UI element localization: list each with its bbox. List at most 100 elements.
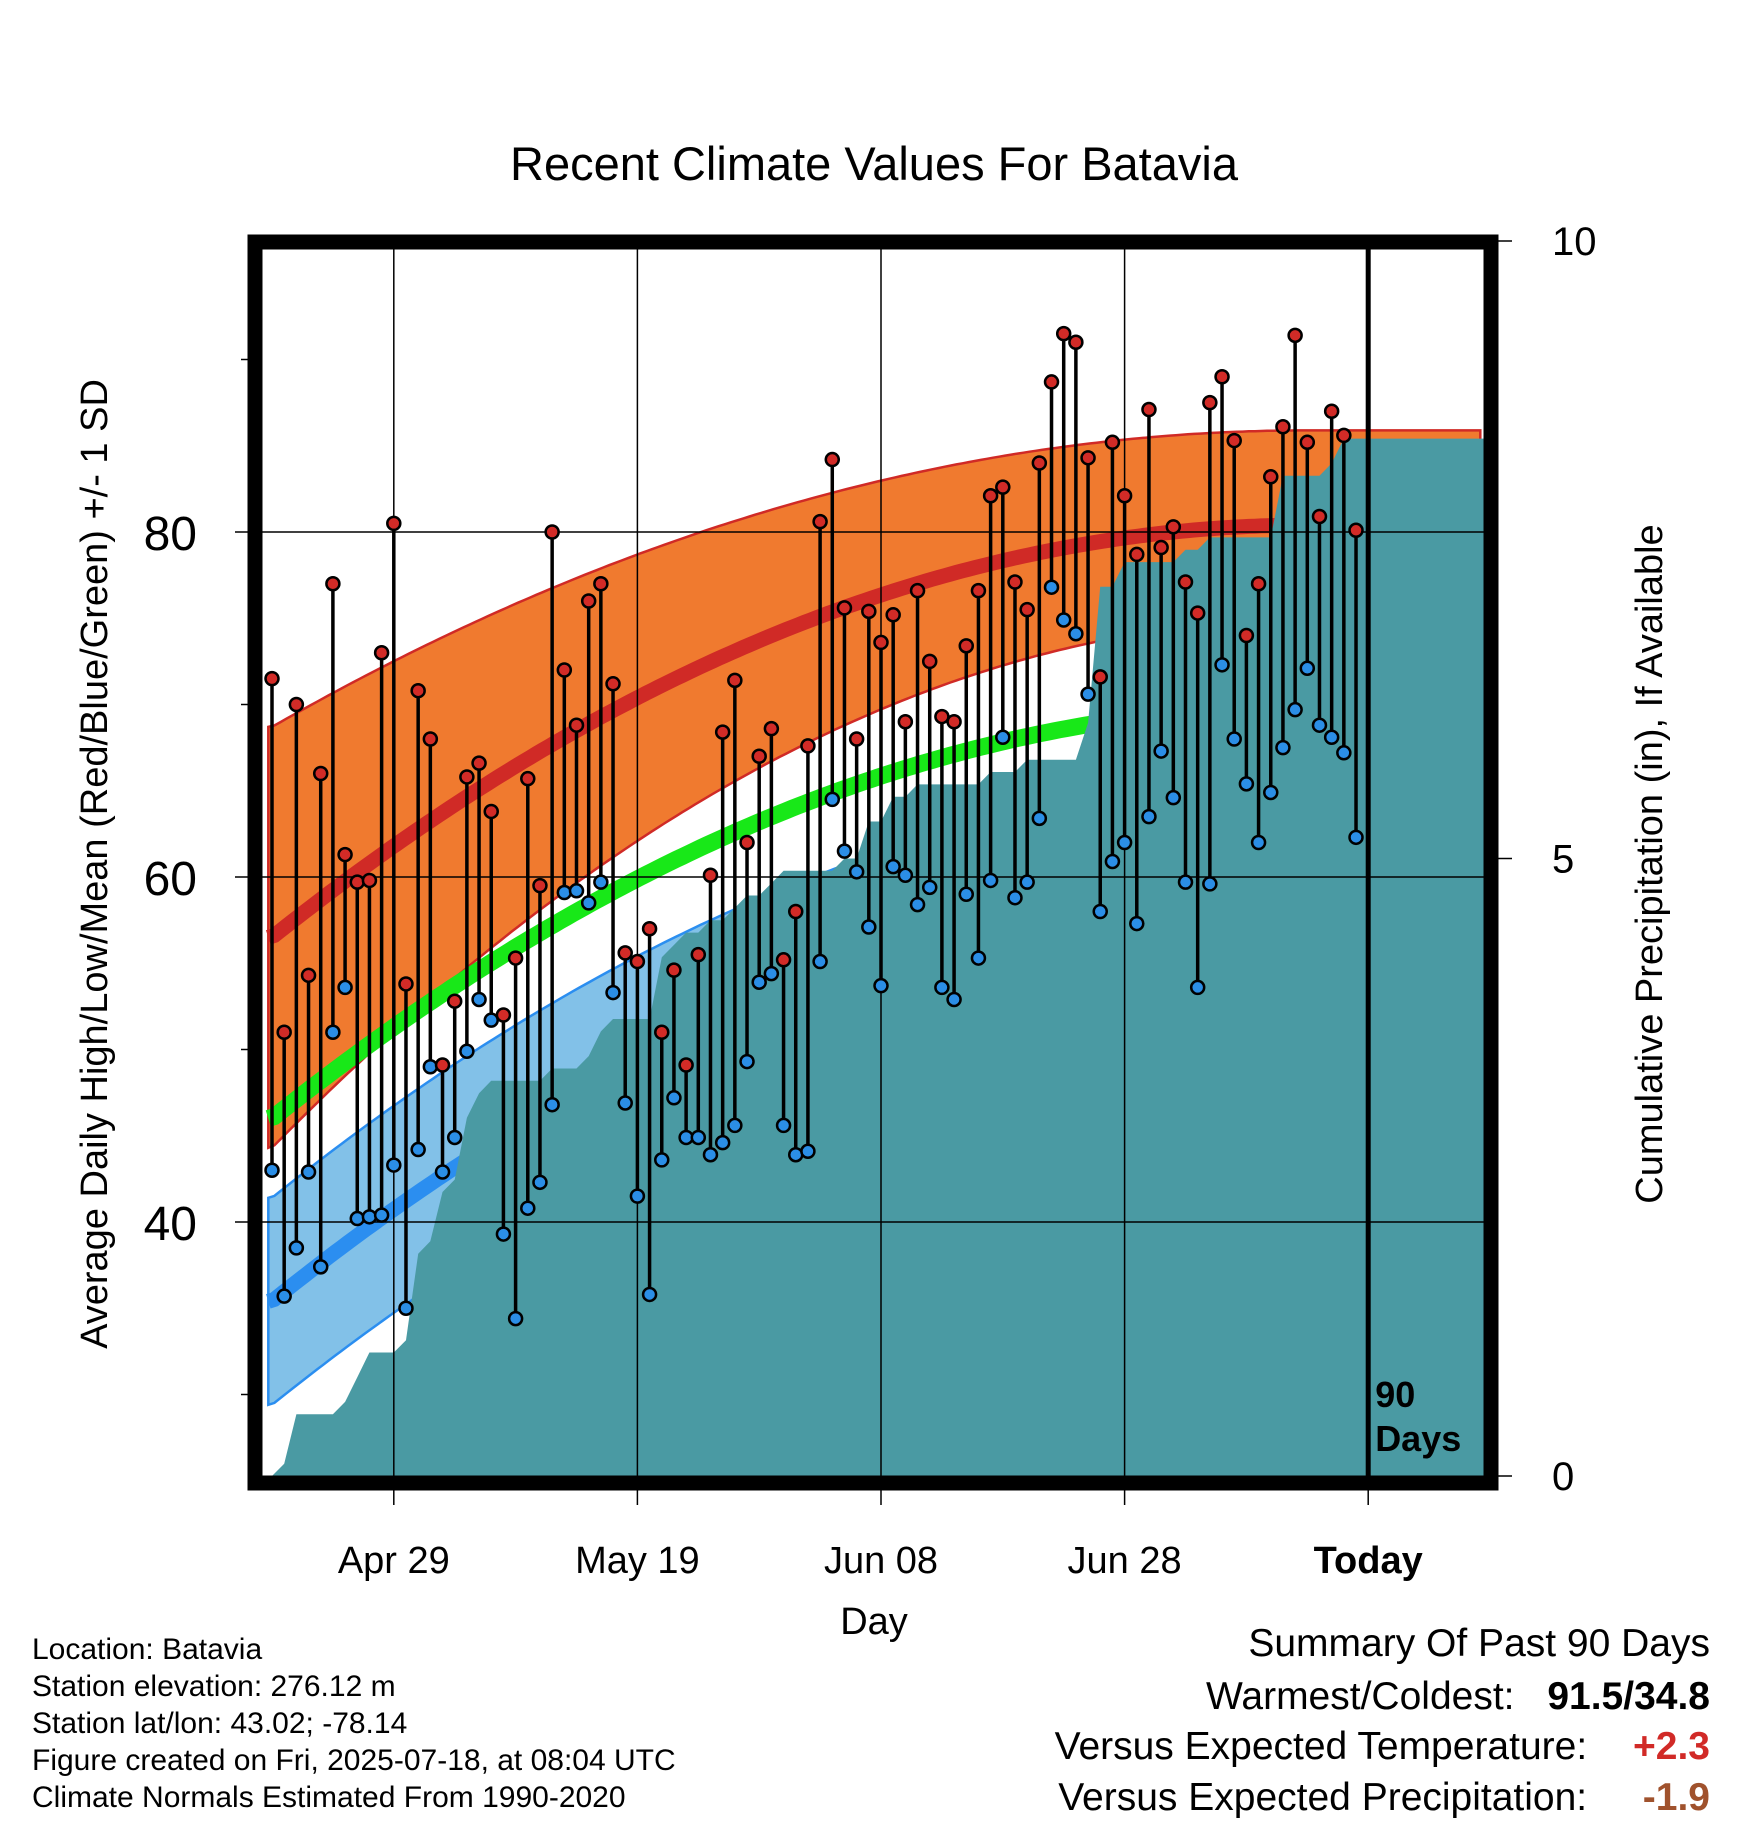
daily-low-point bbox=[1104, 853, 1121, 870]
daily-high-point bbox=[1202, 394, 1218, 411]
warm-cold-value: 91.5/34.8 bbox=[1547, 1675, 1710, 1718]
daily-low-point bbox=[1287, 701, 1303, 718]
summary-precipitation: Versus Expected Precipitation: -1.9 bbox=[1058, 1776, 1710, 1820]
daily-high-point bbox=[751, 748, 767, 764]
daily-high-point bbox=[1068, 334, 1084, 350]
daily-high-point bbox=[325, 576, 341, 592]
daily-low-point bbox=[1019, 874, 1035, 890]
temp-value: +2.3 bbox=[1633, 1725, 1710, 1768]
daily-high-point bbox=[410, 682, 426, 699]
daily-high-point bbox=[1116, 488, 1133, 504]
daily-high-point bbox=[775, 952, 792, 968]
daily-low-point bbox=[617, 1095, 633, 1111]
today-label-days: Days bbox=[1375, 1418, 1461, 1459]
daily-high-point bbox=[544, 524, 560, 540]
daily-low-point bbox=[1068, 626, 1084, 642]
daily-low-point bbox=[264, 1162, 280, 1178]
daily-high-point bbox=[276, 1024, 292, 1040]
daily-low-point bbox=[580, 895, 597, 911]
daily-high-point bbox=[836, 600, 853, 616]
daily-low-point bbox=[641, 1286, 658, 1303]
daily-high-point bbox=[787, 903, 804, 920]
daily-low-point bbox=[909, 896, 926, 913]
daily-high-point bbox=[824, 451, 841, 468]
daily-low-point bbox=[1092, 903, 1108, 920]
daily-low-point bbox=[1323, 729, 1340, 746]
x-tick-label: Apr 29 bbox=[338, 1540, 450, 1582]
daily-low-point bbox=[848, 864, 865, 880]
today-label-90: 90 bbox=[1375, 1374, 1415, 1415]
daily-low-point bbox=[1165, 789, 1182, 806]
daily-low-point bbox=[593, 874, 609, 890]
daily-low-point bbox=[885, 858, 901, 875]
x-tick-label: Today bbox=[1314, 1540, 1423, 1582]
daily-low-point bbox=[1275, 739, 1291, 756]
daily-high-point bbox=[946, 714, 962, 730]
daily-low-point bbox=[751, 974, 767, 990]
daily-low-point bbox=[398, 1300, 414, 1316]
daily-low-point bbox=[1238, 776, 1255, 792]
daily-low-point bbox=[702, 1146, 719, 1163]
daily-high-point bbox=[690, 946, 707, 963]
latlon-text: Station lat/lon: 43.02; -78.14 bbox=[32, 1707, 408, 1740]
daily-high-point bbox=[1104, 434, 1121, 451]
daily-high-point bbox=[507, 950, 524, 966]
daily-high-point bbox=[861, 603, 877, 620]
normals-text: Climate Normals Estimated From 1990-2020 bbox=[32, 1781, 626, 1814]
daily-low-point bbox=[361, 1209, 378, 1225]
daily-high-point bbox=[1129, 546, 1145, 563]
warm-cold-label: Warmest/Coldest: bbox=[1206, 1675, 1515, 1718]
daily-high-point bbox=[1055, 325, 1072, 342]
daily-low-point bbox=[300, 1164, 317, 1180]
daily-low-point bbox=[1116, 834, 1133, 851]
daily-low-point bbox=[288, 1240, 305, 1256]
daily-high-point bbox=[300, 967, 317, 984]
daily-high-point bbox=[1299, 434, 1316, 451]
daily-low-point bbox=[1031, 810, 1048, 827]
daily-low-point bbox=[897, 867, 914, 884]
daily-low-point bbox=[312, 1259, 329, 1275]
temp-label: Versus Expected Temperature: bbox=[1054, 1725, 1588, 1768]
y-tick-label: 40 bbox=[144, 1198, 197, 1251]
daily-low-point bbox=[1043, 579, 1060, 595]
daily-high-point bbox=[1153, 539, 1169, 556]
daily-low-point bbox=[873, 977, 889, 994]
y-axis-label: Average Daily High/Low/Mean (Red/Blue/Gr… bbox=[74, 379, 116, 1349]
y2-tick-label: 10 bbox=[1552, 220, 1597, 264]
daily-high-point bbox=[1238, 627, 1255, 644]
daily-low-point bbox=[970, 950, 987, 966]
daily-high-point bbox=[873, 634, 889, 651]
daily-high-point bbox=[885, 607, 901, 623]
daily-high-point bbox=[349, 874, 366, 890]
daily-high-point bbox=[422, 731, 439, 747]
summary-warm-cold: Warmest/Coldest: 91.5/34.8 bbox=[1206, 1675, 1710, 1719]
daily-high-point bbox=[654, 1024, 670, 1040]
daily-high-point bbox=[1092, 669, 1108, 685]
daily-high-point bbox=[995, 479, 1011, 495]
daily-low-point bbox=[1348, 829, 1364, 846]
daily-high-point bbox=[1141, 401, 1157, 418]
daily-high-point bbox=[1226, 432, 1242, 449]
daily-low-point bbox=[1336, 745, 1352, 761]
daily-low-point bbox=[520, 1200, 536, 1216]
daily-high-point bbox=[1323, 403, 1340, 419]
x-tick-label: Jun 28 bbox=[1068, 1540, 1182, 1582]
daily-high-point bbox=[434, 1057, 451, 1073]
daily-high-point bbox=[1019, 601, 1035, 618]
daily-low-point bbox=[775, 1117, 792, 1134]
daily-high-point bbox=[495, 1007, 512, 1023]
daily-low-point bbox=[446, 1129, 463, 1146]
daily-high-point bbox=[386, 515, 402, 532]
daily-high-point bbox=[1043, 374, 1060, 390]
daily-low-point bbox=[556, 884, 573, 901]
daily-high-point bbox=[1177, 574, 1194, 590]
daily-low-point bbox=[1177, 874, 1194, 890]
daily-low-point bbox=[1226, 731, 1242, 747]
daily-low-point bbox=[1141, 808, 1157, 825]
daily-high-point bbox=[617, 945, 633, 961]
daily-low-point bbox=[812, 953, 828, 970]
y2-axis-label: Cumulative Precipitation (in), If Availa… bbox=[1629, 524, 1671, 1203]
